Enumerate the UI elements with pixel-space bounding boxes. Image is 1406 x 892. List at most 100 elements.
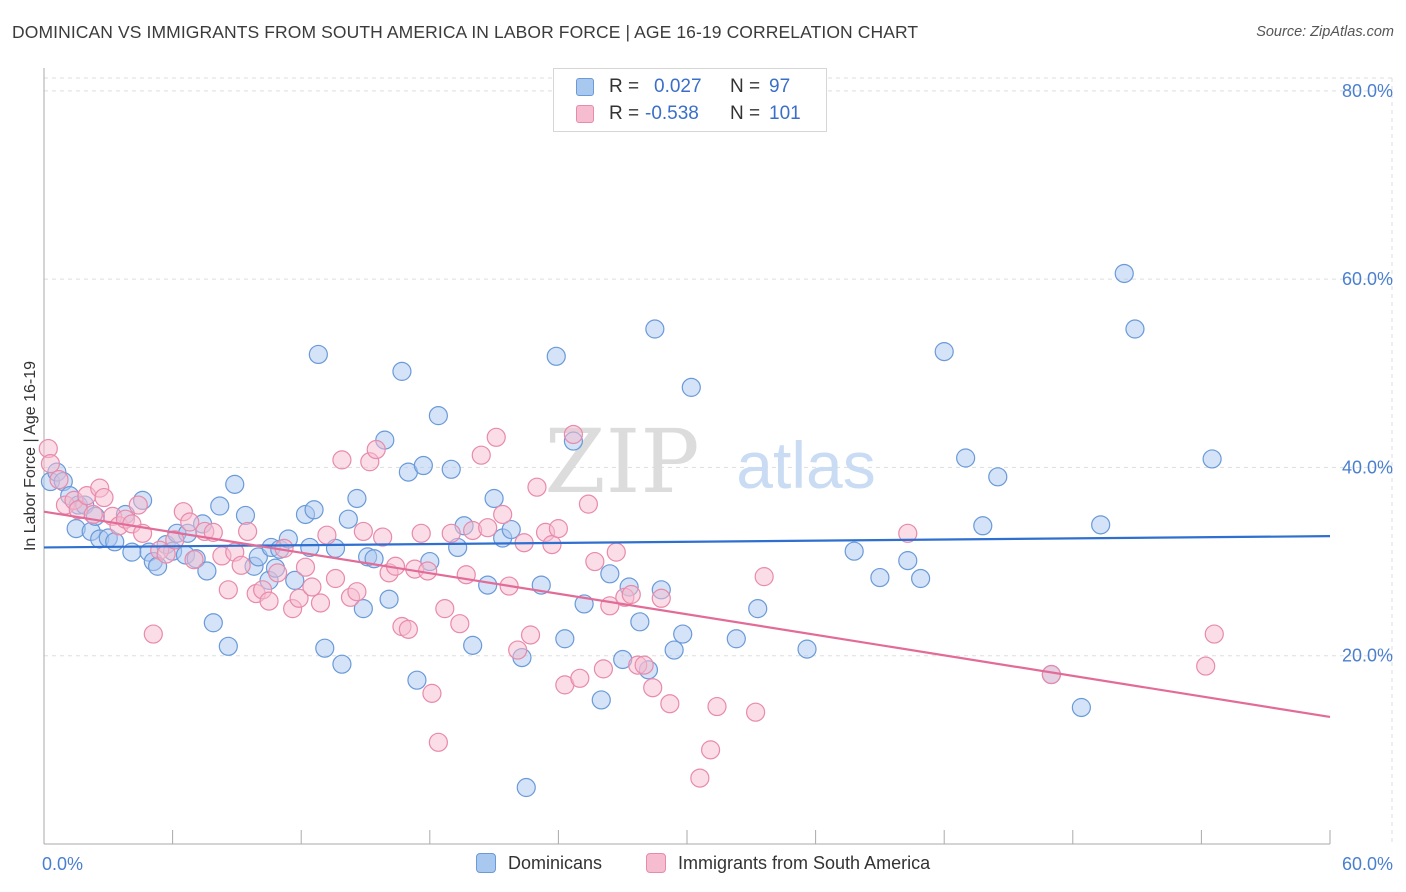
legend-swatch-blue (476, 853, 496, 873)
point-immigrants (898, 523, 918, 543)
point-dominicans (235, 505, 256, 526)
y-tick-label: 20.0% (1342, 646, 1393, 666)
point-immigrants (231, 555, 251, 575)
point-dominicans (898, 551, 918, 571)
point-immigrants (563, 424, 584, 445)
point-immigrants (435, 599, 455, 619)
legend-label-dominicans: Dominicans (508, 853, 603, 873)
point-dominicans (210, 496, 230, 516)
point-dominicans (308, 344, 328, 365)
point-immigrants (40, 454, 61, 474)
point-immigrants (268, 563, 288, 583)
point-dominicans (870, 567, 890, 588)
watermark-atlas: atlas (736, 428, 875, 502)
point-dominicans (516, 777, 536, 798)
point-dominicans (973, 516, 993, 536)
point-dominicans (338, 509, 358, 529)
point-dominicans (225, 474, 245, 494)
point-immigrants (486, 427, 506, 447)
point-immigrants (94, 487, 114, 508)
point-dominicans (105, 532, 125, 552)
point-immigrants (745, 702, 766, 722)
point-immigrants (259, 591, 279, 611)
point-immigrants (398, 619, 418, 639)
point-dominicans (392, 361, 412, 381)
point-dominicans (555, 629, 575, 649)
point-dominicans (428, 406, 448, 426)
point-immigrants (621, 584, 641, 605)
point-immigrants (289, 588, 309, 608)
point-dominicans (934, 342, 954, 362)
point-immigrants (651, 588, 671, 608)
y-axis-label: In Labor Force | Age 16-19 (22, 361, 39, 551)
tick-labels: 20.0% 40.0% 60.0% 80.0% 0.0% 60.0% (42, 81, 1393, 874)
point-dominicans (645, 319, 665, 339)
point-immigrants (634, 655, 654, 675)
point-dominicans (630, 612, 650, 632)
point-immigrants (690, 768, 710, 788)
point-immigrants (593, 659, 614, 679)
point-immigrants (520, 625, 541, 645)
point-dominicans (197, 561, 217, 581)
point-immigrants (180, 512, 200, 532)
point-dominicans (911, 568, 931, 589)
point-dominicans (681, 377, 701, 397)
point-immigrants (347, 582, 367, 602)
point-immigrants (165, 530, 185, 550)
point-immigrants (478, 518, 498, 538)
point-dominicans (441, 459, 461, 479)
point-immigrants (353, 521, 373, 542)
point-immigrants (373, 527, 393, 547)
point-immigrants (1204, 624, 1224, 644)
point-dominicans (300, 537, 320, 558)
point-dominicans (1125, 319, 1145, 339)
point-immigrants (450, 614, 470, 634)
point-immigrants (548, 519, 569, 539)
point-dominicans (1202, 449, 1222, 469)
point-immigrants (295, 557, 316, 577)
point-dominicans (1071, 697, 1091, 718)
point-immigrants (754, 567, 774, 587)
correlation-legend: R = 0.027 N = 97 R = -0.538 N = 101 (553, 68, 827, 132)
point-dominicans (797, 639, 817, 659)
point-dominicans (600, 564, 620, 584)
x-tick-label-min: 0.0% (42, 854, 83, 874)
point-dominicans (988, 467, 1008, 487)
point-dominicans (407, 670, 427, 690)
point-dominicans (1114, 263, 1134, 284)
x-tick-label-max: 60.0% (1342, 854, 1393, 874)
point-dominicans (726, 629, 746, 649)
point-immigrants (585, 551, 605, 572)
point-dominicans (285, 570, 305, 590)
point-immigrants (332, 450, 352, 470)
point-dominicans (379, 589, 399, 609)
point-immigrants (606, 542, 626, 562)
point-immigrants (707, 696, 727, 717)
point-dominicans (304, 500, 324, 520)
series-legend: Dominicans Immigrants from South America (0, 852, 1406, 878)
point-immigrants (422, 683, 442, 703)
point-immigrants (508, 640, 528, 660)
chart-title: DOMINICAN VS IMMIGRANTS FROM SOUTH AMERI… (12, 22, 919, 42)
point-immigrants (493, 504, 513, 525)
legend-n-value: 97 (769, 76, 791, 97)
point-dominicans (844, 541, 864, 561)
point-immigrants (49, 470, 69, 490)
point-immigrants (156, 544, 176, 564)
point-dominicans (332, 654, 352, 674)
y-tick-label: 80.0% (1342, 81, 1393, 101)
point-immigrants (471, 445, 491, 465)
point-immigrants (441, 523, 461, 543)
point-dominicans (353, 599, 373, 619)
legend-n-label: N = (730, 103, 761, 124)
source-note: Source: ZipAtlas.com (1256, 24, 1394, 40)
point-immigrants (238, 521, 258, 542)
point-immigrants (570, 668, 590, 688)
point-dominicans (413, 455, 433, 476)
point-immigrants (643, 678, 663, 698)
point-dominicans (478, 575, 498, 595)
legend-swatch-pink (646, 853, 666, 873)
point-immigrants (317, 525, 337, 545)
point-dominicans (484, 488, 504, 509)
